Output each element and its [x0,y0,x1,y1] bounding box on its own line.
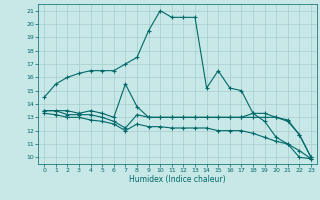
X-axis label: Humidex (Indice chaleur): Humidex (Indice chaleur) [129,175,226,184]
